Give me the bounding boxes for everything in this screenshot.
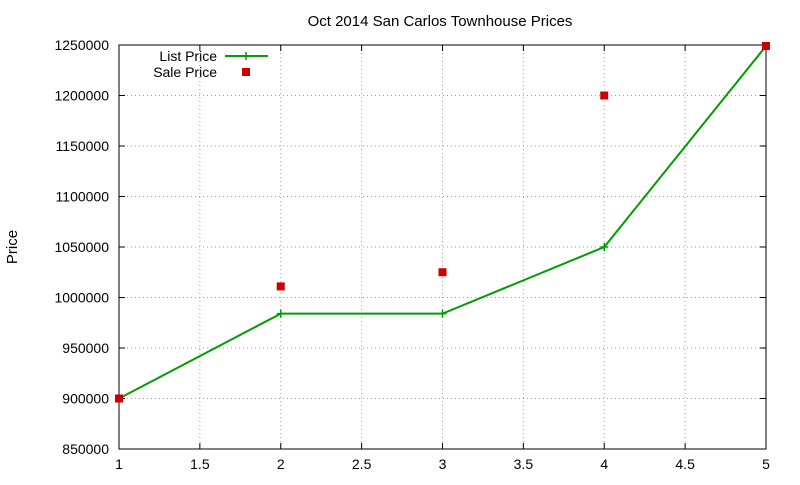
x-tick-label: 2.5: [352, 456, 372, 472]
list-price-point: [276, 309, 285, 318]
y-tick-label: 900000: [62, 391, 109, 407]
y-tick-label: 850000: [62, 441, 109, 457]
legend-marker: [242, 68, 250, 76]
y-tick-label: 950000: [62, 340, 109, 356]
axis-ticks: 1 1.5 2 2.5 3 3.5 4 4.5 5 850000 900000 950000 10000…: [54, 37, 770, 472]
x-tick-label: 1: [115, 456, 123, 472]
x-tick-label: 4.5: [675, 456, 695, 472]
x-tick-label: 4: [600, 456, 608, 472]
y-tick-label: 1250000: [54, 37, 109, 53]
y-tick-label: 1100000: [56, 189, 110, 205]
x-tick-label: 1.5: [190, 456, 210, 472]
list-price-point: [438, 309, 447, 318]
sale-price-point: [762, 42, 770, 51]
x-tick-label: 2: [277, 456, 285, 472]
sale-price-point: [115, 394, 123, 403]
sale-price-point: [438, 268, 447, 277]
list-price-point: [600, 243, 609, 251]
y-tick-label: 1200000: [54, 88, 109, 104]
x-tick-label: 3: [439, 456, 447, 472]
legend-item-sale-price: Sale Price: [153, 64, 250, 80]
sale-price-point: [600, 91, 609, 100]
y-axis-label: Price: [4, 230, 21, 264]
grid: [119, 45, 766, 449]
chart-title: Oct 2014 San Carlos Townhouse Prices: [308, 13, 573, 30]
legend-label: Sale Price: [153, 64, 217, 80]
x-tick-label: 5: [762, 456, 770, 472]
x-tick-label: 3.5: [514, 456, 534, 472]
series: [115, 42, 770, 403]
y-tick-label: 1050000: [54, 239, 109, 255]
legend-label: List Price: [159, 48, 217, 64]
y-tick-label: 1000000: [54, 290, 109, 306]
sale-price-point: [276, 282, 285, 291]
sale-price-series: [115, 42, 770, 403]
legend-marker: [242, 52, 250, 60]
legend-item-list-price: List Price: [159, 48, 268, 64]
y-tick-label: 1150000: [56, 138, 110, 154]
